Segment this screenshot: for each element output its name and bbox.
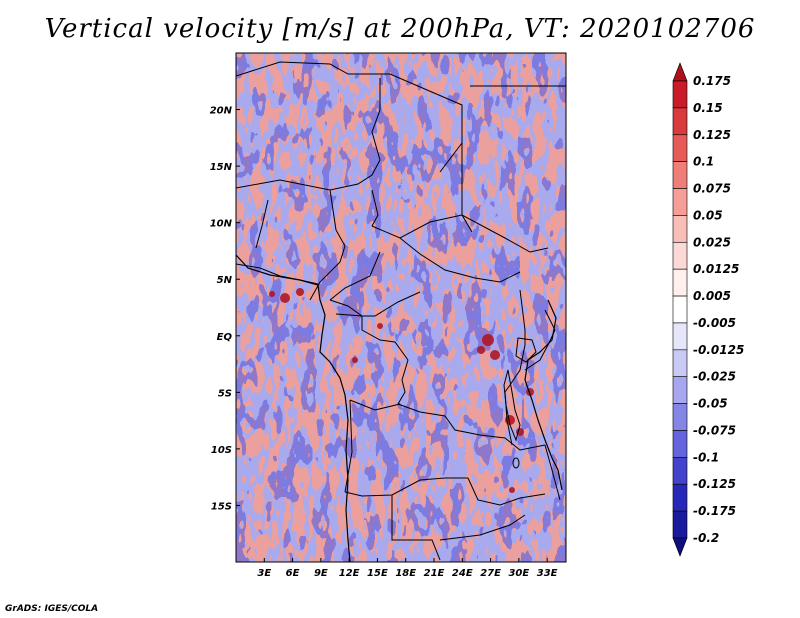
- colorbar-label: -0.125: [693, 477, 736, 491]
- lat-tick-label: 15N: [210, 162, 233, 173]
- map-frame: [235, 52, 567, 563]
- lat-tick-label: EQ: [217, 332, 233, 343]
- colorbar-label: 0.15: [693, 101, 723, 115]
- colorbar-label: 0.005: [693, 289, 731, 303]
- map-title: Vertical velocity [m/s] at 200hPa, VT: 2…: [44, 14, 756, 44]
- lat-tick-label: 5N: [217, 275, 233, 286]
- lon-tick-label: 33E: [537, 568, 558, 579]
- colorbar-label: -0.1: [693, 450, 719, 464]
- lon-tick-label: 18E: [395, 568, 416, 579]
- colorbar-label: -0.005: [693, 316, 736, 330]
- lat-tick-label: 5S: [218, 388, 232, 399]
- lon-tick-label: 12E: [339, 568, 360, 579]
- lon-tick-label: 15E: [367, 568, 388, 579]
- colorbar-swatch: [672, 215, 688, 243]
- country-boundaries: [236, 61, 566, 561]
- colorbar-swatch: [672, 80, 688, 109]
- lat-tick-label: 10N: [210, 219, 233, 230]
- colorbar-swatch: [672, 430, 688, 458]
- colorbar-swatch: [672, 241, 688, 270]
- colorbar-label: -0.175: [693, 504, 736, 518]
- colorbar: 0.175 0.15 0.125 0.1 0.075 0.05 0.025 0.0125 0.0…: [672, 62, 744, 557]
- colorbar-swatch: [672, 483, 688, 512]
- colorbar-swatch: [672, 161, 688, 189]
- colorbar-swatch: [672, 268, 688, 297]
- colorbar-swatch: [672, 188, 688, 216]
- lakes: [503, 337, 537, 469]
- colorbar-label: -0.05: [693, 397, 728, 411]
- colorbar-label: 0.125: [693, 128, 731, 142]
- colorbar-swatch: [672, 134, 688, 162]
- colorbar-label: 0.0125: [693, 262, 739, 276]
- colorbar-label: 0.075: [693, 182, 731, 196]
- grads-credit: GrADS: IGES/COLA: [5, 604, 99, 614]
- lat-tick-label: 15S: [211, 501, 232, 512]
- colorbar-swatch: [672, 403, 688, 431]
- colorbar-swatch: [672, 322, 688, 351]
- colorbar-swatch: [672, 349, 688, 378]
- colorbar-swatch: [672, 537, 688, 557]
- colorbar-label: -0.025: [693, 370, 736, 384]
- lon-tick-label: 21E: [424, 568, 445, 579]
- colorbar-label: -0.2: [693, 531, 719, 545]
- colorbar-swatch: [672, 457, 688, 485]
- colorbar-label: 0.175: [693, 74, 731, 88]
- coastline: [236, 254, 563, 562]
- colorbar-label: -0.075: [693, 423, 736, 437]
- colorbar-label: 0.025: [693, 235, 731, 249]
- lon-tick-label: 27E: [480, 568, 501, 579]
- colorbar-label: 0.05: [693, 208, 723, 222]
- colorbar-label: 0.1: [693, 155, 714, 169]
- lon-tick-label: 3E: [257, 568, 271, 579]
- lon-tick-label: 24E: [452, 568, 473, 579]
- lat-tick-label: 20N: [210, 106, 233, 117]
- lon-tick-label: 6E: [286, 568, 300, 579]
- lat-tick-label: 10S: [211, 445, 232, 456]
- colorbar-swatch: [672, 62, 688, 82]
- colorbar-swatch: [672, 376, 688, 404]
- colorbar-label: -0.0125: [693, 343, 744, 357]
- latitude-ticks: 20N 15N 10N 5N EQ 5S 10S 15S: [210, 106, 240, 512]
- colorbar-swatch: [672, 510, 688, 539]
- vertical-velocity-field: [236, 53, 566, 562]
- lon-tick-label: 9E: [314, 568, 328, 579]
- longitude-ticks: 3E 6E 9E 12E 15E 18E 21E 24E 27E 30E 33E: [257, 558, 558, 579]
- colorbar-swatch: [672, 295, 688, 324]
- lon-tick-label: 30E: [508, 568, 529, 579]
- colorbar-swatch: [672, 107, 688, 136]
